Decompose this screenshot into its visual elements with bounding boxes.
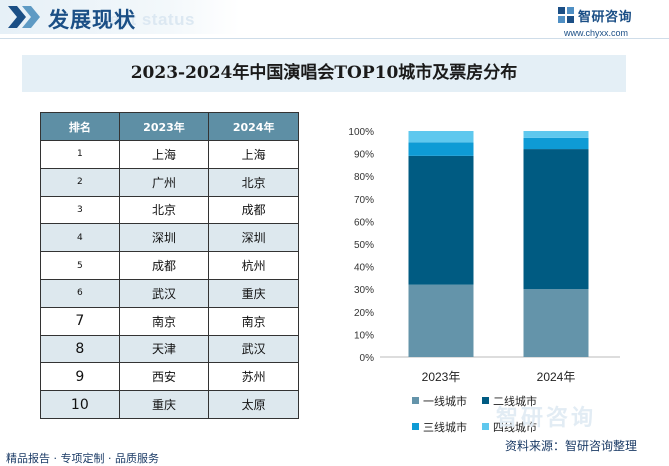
city-2024-cell: 杭州: [208, 251, 299, 280]
y-tick-label: 40%: [354, 263, 374, 274]
footer-services: 精品报告 · 专项定制 · 品质服务: [6, 452, 159, 465]
y-tick-label: 70%: [354, 195, 374, 206]
brand-logo: 智研咨询 www.chyxx.com: [558, 5, 668, 41]
page-header: ment status 发展现状 智研咨询 www.chyxx.com: [0, 0, 669, 46]
y-tick-label: 0%: [360, 353, 375, 364]
x-tick-label: 2024年: [537, 370, 576, 384]
y-tick-label: 60%: [354, 217, 374, 228]
city-2023-cell: 天津: [118, 334, 210, 364]
legend-swatch: [412, 423, 419, 430]
table-row: 8 天津 武汉: [40, 334, 299, 364]
y-tick-label: 80%: [354, 172, 374, 183]
bar-segment: [523, 131, 589, 138]
header-rank: 排名: [40, 112, 120, 141]
city-2024-cell: 太原: [208, 390, 299, 419]
bar-segment: [523, 137, 589, 150]
rank-cell: 2: [40, 167, 120, 197]
y-tick-label: 50%: [354, 240, 374, 251]
table-row: 4 深圳 深圳: [40, 223, 299, 253]
table-row: 3 北京 成都: [40, 195, 299, 225]
bar-segment: [408, 155, 474, 285]
y-tick-label: 90%: [354, 150, 374, 161]
legend-label: 二线城市: [493, 394, 537, 408]
city-2023-cell: 南京: [118, 306, 210, 336]
table-header-row: 排名 2023年 2024年: [40, 112, 299, 141]
table-row: 6 武汉 重庆: [40, 278, 299, 308]
city-2023-cell: 重庆: [118, 390, 210, 419]
legend-label: 四线城市: [493, 420, 537, 434]
y-tick-label: 20%: [354, 308, 374, 319]
rank-cell: 10: [40, 390, 120, 419]
y-tick-label: 10%: [354, 330, 374, 341]
table-row: 2 广州 北京: [40, 167, 299, 197]
header-2023: 2023年: [118, 112, 210, 141]
header-2024: 2024年: [208, 112, 299, 141]
rank-cell: 9: [40, 362, 120, 392]
city-2024-cell: 苏州: [208, 362, 299, 392]
header-watermark: ment status: [94, 10, 195, 29]
rank-cell: 5: [40, 251, 120, 280]
table-row: 1 上海 上海: [40, 140, 299, 169]
y-tick-label: 100%: [348, 127, 374, 138]
legend-swatch: [412, 397, 419, 404]
rank-cell: 6: [40, 278, 120, 308]
ranking-table: 排名 2023年 2024年 1 上海 上海 2 广州 北京 3 北京 成都 4 深圳 深圳 5…: [40, 112, 299, 419]
rank-cell: 7: [40, 306, 120, 336]
city-2023-cell: 上海: [118, 140, 210, 169]
bar-segment: [408, 142, 474, 156]
legend-swatch: [482, 397, 489, 404]
legend-swatch: [482, 423, 489, 430]
brand-url: www.chyxx.com: [564, 28, 629, 38]
rank-cell: 3: [40, 195, 120, 225]
legend-label: 三线城市: [423, 420, 467, 434]
table-row: 5 成都 杭州: [40, 251, 299, 280]
city-2024-cell: 上海: [208, 140, 299, 169]
city-2024-cell: 成都: [208, 195, 299, 225]
data-source: 资料来源：智研咨询整理: [505, 439, 638, 453]
stacked-bar-chart: 0% 10% 20% 30% 40% 50% 60% 70% 80% 90% 100% 2023年 20…: [330, 118, 630, 448]
city-2023-cell: 成都: [118, 251, 210, 280]
section-title: 发展现状: [48, 8, 136, 32]
title-band: 2023-2024年中国演唱会TOP10城市及票房分布: [22, 55, 626, 92]
chart-canvas: 0% 10% 20% 30% 40% 50% 60% 70% 80% 90% 100% 2023年 20…: [348, 127, 620, 434]
city-2023-cell: 深圳: [118, 223, 210, 253]
table-row: 9 西安 苏州: [40, 362, 299, 392]
bar-segment: [408, 131, 474, 143]
table-row: 7 南京 南京: [40, 306, 299, 336]
city-2023-cell: 广州: [118, 167, 210, 197]
city-2024-cell: 深圳: [208, 223, 299, 253]
footer-watermark: 智研咨询: [496, 406, 597, 431]
table-row: 10 重庆 太原: [40, 390, 299, 419]
city-2024-cell: 南京: [208, 306, 299, 336]
bar-segment: [523, 289, 589, 357]
city-2024-cell: 重庆: [208, 278, 299, 308]
city-2023-cell: 北京: [118, 195, 210, 225]
city-2024-cell: 北京: [208, 167, 299, 197]
logo-mark-icon: [558, 7, 574, 23]
chart-title: 2023-2024年中国演唱会TOP10城市及票房分布: [130, 63, 518, 83]
city-2023-cell: 武汉: [118, 278, 210, 308]
header-divider: [0, 38, 669, 39]
rank-cell: 1: [40, 140, 120, 169]
city-2024-cell: 武汉: [208, 334, 299, 364]
brand-name: 智研咨询: [578, 10, 633, 25]
bar-segment: [408, 284, 474, 357]
bar-segment: [523, 149, 589, 290]
double-chevron-icon: [8, 6, 40, 28]
rank-cell: 8: [40, 334, 120, 364]
legend-label: 一线城市: [423, 394, 467, 408]
x-tick-label: 2023年: [422, 370, 461, 384]
city-2023-cell: 西安: [118, 362, 210, 392]
rank-cell: 4: [40, 223, 120, 253]
y-tick-label: 30%: [354, 285, 374, 296]
